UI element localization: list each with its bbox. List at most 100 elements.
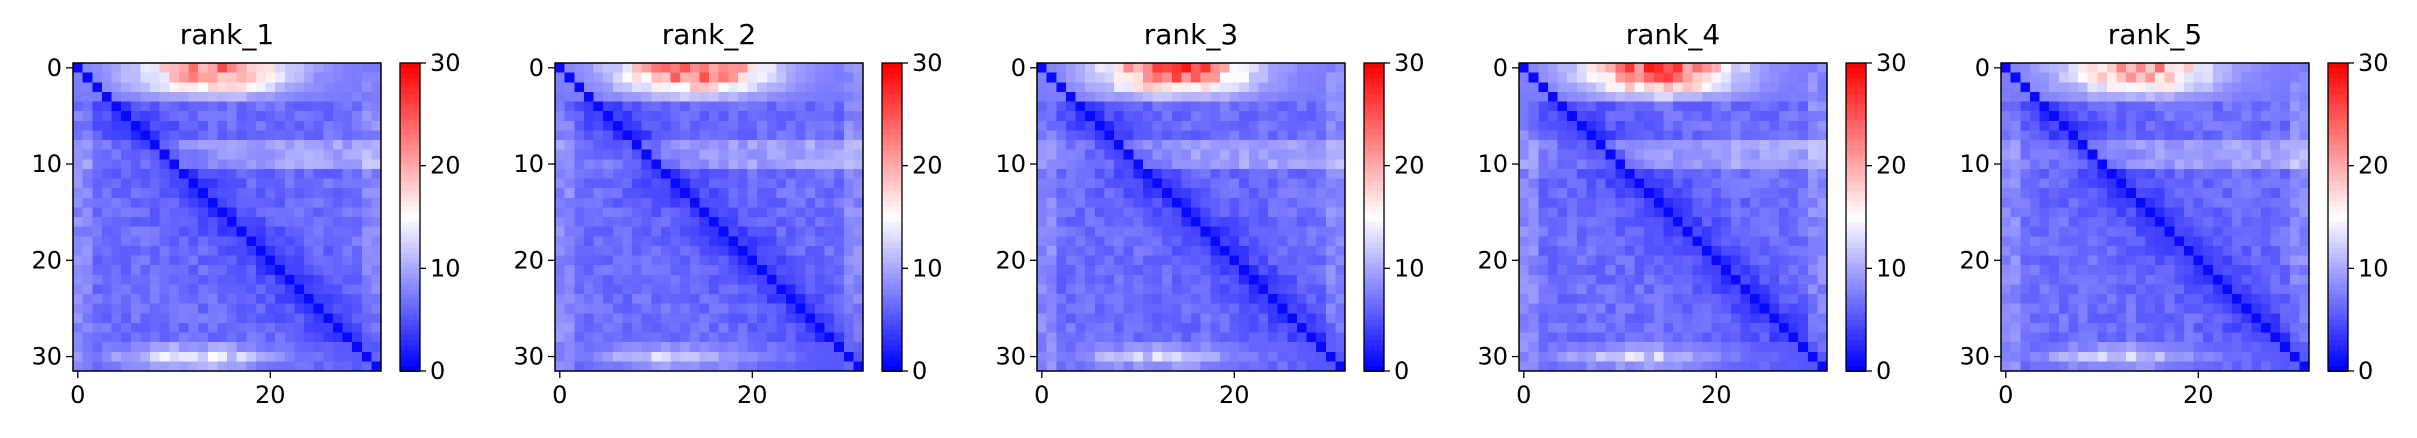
heatmap-cell (1644, 207, 1655, 218)
heatmap-cell (284, 313, 295, 324)
heatmap-cell (1769, 207, 1780, 218)
heatmap-cell (1046, 361, 1057, 372)
heatmap-cell (699, 120, 710, 131)
heatmap-cell (1519, 207, 1530, 218)
heatmap-cell (1759, 140, 1770, 151)
heatmap-cell (651, 82, 662, 93)
heatmap-cell (1769, 140, 1780, 151)
heatmap-cell (1258, 207, 1269, 218)
colorbar-segment (1846, 181, 1866, 187)
heatmap-cell (1692, 120, 1703, 131)
heatmap-cell (198, 178, 209, 189)
heatmap-cell (574, 120, 585, 131)
heatmap-cell (1759, 207, 1770, 218)
heatmap-cell (2174, 63, 2185, 74)
heatmap-cell (2068, 91, 2079, 103)
heatmap-cell (1673, 236, 1684, 247)
heatmap-cell (1056, 140, 1067, 151)
heatmap-cell (2135, 159, 2146, 170)
heatmap-cell (1316, 322, 1327, 334)
heatmap-cell (564, 255, 575, 266)
heatmap-cell (2251, 82, 2262, 93)
colorbar-tick-label: 30 (912, 49, 943, 77)
heatmap-cell (2222, 91, 2233, 103)
heatmap-cell (2078, 63, 2089, 74)
heatmap-cell (583, 294, 595, 305)
heatmap-cell (246, 294, 257, 305)
heatmap-cell (178, 197, 190, 208)
heatmap-cell (332, 313, 344, 324)
heatmap-cell (1142, 313, 1154, 324)
heatmap-cell (1778, 149, 1790, 160)
heatmap-cell (2029, 63, 2041, 74)
colorbar-segment (1364, 258, 1384, 264)
heatmap-cell (737, 313, 749, 324)
heatmap-cell (1547, 313, 1559, 324)
colorbar-segment (1364, 324, 1384, 331)
heatmap-cell (2193, 168, 2204, 180)
heatmap-cell (1123, 120, 1134, 131)
heatmap-cell (1644, 322, 1655, 334)
heatmap-cell (555, 159, 566, 170)
heatmap-cell (709, 351, 720, 362)
heatmap-cell (1268, 72, 1279, 83)
heatmap-cell (2001, 130, 2012, 141)
heatmap-cell (1759, 226, 1770, 237)
heatmap-cell (2212, 101, 2223, 112)
heatmap-cell (1123, 245, 1134, 257)
heatmap-cell (2116, 72, 2127, 83)
heatmap-cell (1730, 178, 1741, 189)
heatmap-cell (121, 101, 132, 112)
heatmap-cell (227, 284, 238, 295)
heatmap-cell (2289, 149, 2300, 160)
heatmap-cell (1094, 159, 1105, 170)
heatmap-cell (612, 82, 623, 93)
heatmap-cell (2155, 149, 2166, 160)
heatmap-cell (101, 168, 113, 180)
heatmap-cell (795, 111, 806, 122)
heatmap-cell (1306, 274, 1317, 285)
heatmap-cell (834, 284, 845, 295)
heatmap-cell (1528, 149, 1539, 160)
heatmap-cell (2164, 207, 2175, 218)
heatmap-cell (159, 236, 170, 247)
heatmap-cell (814, 197, 826, 208)
heatmap-cell (1740, 101, 1751, 112)
heatmap-cell (1528, 322, 1539, 334)
colorbar-segment (1364, 83, 1384, 90)
colorbar-segment (1846, 324, 1866, 331)
heatmap-cell (1817, 140, 1828, 151)
heatmap-cell (2087, 188, 2098, 199)
heatmap-cell (2058, 101, 2069, 112)
heatmap-cell (2232, 72, 2243, 83)
heatmap-cell (2174, 120, 2185, 131)
heatmap-cell (622, 101, 633, 112)
heatmap-cell (564, 101, 575, 112)
heatmap-cell (737, 351, 749, 362)
heatmap-cell (1258, 82, 1269, 93)
heatmap-cell (1142, 226, 1154, 237)
heatmap-cell (275, 188, 286, 199)
heatmap-cell (169, 178, 180, 189)
heatmap-cell (352, 255, 363, 266)
heatmap-cell (2126, 149, 2137, 160)
heatmap-cell (2087, 140, 2098, 151)
colorbar-segment (1364, 340, 1384, 347)
heatmap-cell (178, 236, 190, 247)
heatmap-cell (1287, 217, 1298, 228)
heatmap-cell (1624, 322, 1636, 334)
heatmap-cell (555, 322, 566, 334)
heatmap-cell (111, 303, 122, 314)
heatmap-cell (1171, 72, 1182, 83)
heatmap-cell (1181, 217, 1192, 228)
heatmap-cell (1037, 168, 1048, 180)
heatmap-cell (1721, 351, 1732, 362)
heatmap-cell (101, 322, 113, 334)
heatmap-cell (1123, 351, 1134, 362)
heatmap-cell (140, 111, 151, 122)
heatmap-cell (843, 226, 854, 237)
heatmap-cell (265, 111, 276, 122)
heatmap-cell (352, 245, 363, 257)
heatmap-cell (361, 188, 372, 199)
heatmap-cell (670, 207, 681, 218)
